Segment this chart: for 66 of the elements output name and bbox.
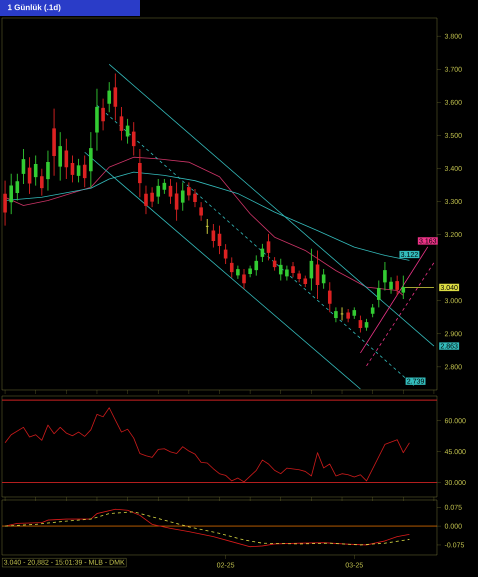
candlestick (9, 173, 13, 215)
candlestick (52, 108, 56, 176)
candlestick (22, 148, 26, 184)
candlestick (70, 155, 74, 183)
candlestick (278, 258, 283, 281)
candlestick (64, 138, 68, 180)
candlestick (205, 218, 210, 234)
candlestick (95, 88, 99, 152)
candlestick (291, 262, 295, 278)
candlestick (266, 233, 270, 261)
candlestick (376, 280, 381, 308)
candlestick (236, 265, 240, 280)
candlestick (89, 132, 93, 188)
candlestick (370, 304, 374, 318)
candlestick (383, 262, 387, 291)
candlestick (242, 268, 246, 290)
candlestick (3, 180, 7, 226)
candlestick (212, 224, 216, 248)
candlestick (101, 98, 105, 131)
candlestick (310, 248, 314, 291)
candlestick (193, 188, 197, 208)
candlestick (16, 173, 20, 201)
candlestick (346, 308, 350, 323)
candlestick (230, 256, 234, 278)
candlestick (28, 156, 32, 194)
candlestick (303, 275, 308, 288)
candlestick (402, 275, 406, 300)
candlestick (322, 268, 326, 290)
candlestick (76, 158, 80, 183)
candlestick (328, 282, 332, 313)
chart-title: 1 Günlük (.1d) (8, 4, 60, 12)
candlestick (40, 168, 44, 196)
candlestick (82, 155, 87, 188)
candlestick (260, 243, 264, 262)
candlestick (395, 275, 399, 296)
candlestick (150, 186, 154, 208)
candlestick (46, 150, 50, 192)
candlestick (334, 306, 338, 323)
candlestick (199, 202, 203, 222)
candlestick (358, 315, 362, 333)
candlestick (138, 148, 142, 198)
candlestick (224, 244, 228, 264)
candlestick (144, 185, 148, 215)
candlestick (248, 265, 252, 278)
candlestick (352, 306, 356, 320)
candlestick (389, 276, 393, 294)
candlestick (168, 178, 172, 204)
candlestick (297, 270, 301, 283)
candlestick (58, 132, 62, 182)
candlestick (285, 265, 289, 281)
candlestick (364, 318, 368, 332)
candlestick (187, 182, 191, 201)
candlestick (254, 254, 258, 276)
candlestick (218, 225, 222, 255)
candlestick (107, 82, 112, 113)
candlestick (272, 256, 276, 272)
candlestick (34, 155, 38, 186)
candlestick (316, 250, 320, 300)
candlestick (120, 106, 124, 141)
candlestick (174, 182, 178, 222)
candlestick (126, 118, 130, 144)
candlestick (132, 122, 136, 156)
candlestick (114, 73, 118, 121)
candlestick (340, 306, 344, 322)
candlestick (162, 178, 166, 194)
candlestick (180, 182, 185, 212)
